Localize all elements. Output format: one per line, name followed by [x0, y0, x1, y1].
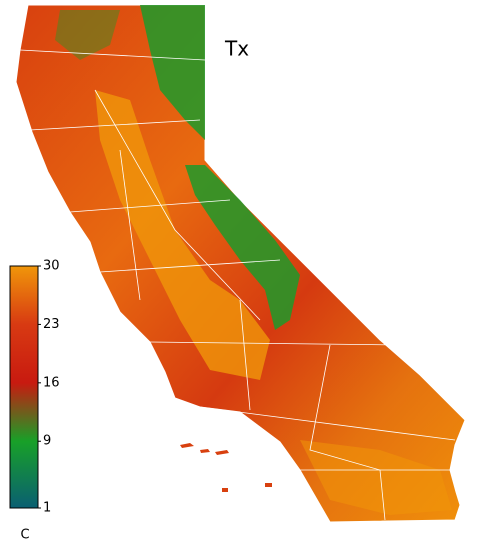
county-line — [149, 341, 401, 346]
county-line — [99, 259, 281, 273]
colorbar-tick-label: 1 — [43, 501, 51, 516]
state-map — [15, 4, 466, 523]
mountains-klamath — [55, 10, 120, 60]
colorbar-tick-label: 9 — [43, 434, 51, 449]
desert — [300, 440, 452, 515]
county-line — [69, 199, 231, 213]
county-line — [19, 49, 206, 61]
mountains-north — [140, 5, 205, 140]
county-line — [239, 299, 251, 411]
county-line — [94, 89, 261, 321]
county-line — [199, 406, 456, 441]
colorbar-tick-label: 23 — [43, 317, 60, 332]
mountains-sierra — [185, 165, 300, 330]
county-line — [119, 149, 141, 301]
valley — [95, 90, 270, 380]
map-title: Tx — [224, 37, 249, 61]
state-shape — [15, 4, 466, 523]
county-lines — [19, 49, 456, 521]
colorbar-unit: C — [20, 528, 29, 543]
colorbar-tick-label: 16 — [43, 375, 60, 390]
county-line — [309, 344, 386, 521]
colorbar: 30 23 16 9 1 — [9, 259, 60, 516]
channel-islands — [180, 443, 272, 492]
colorbar-tick-label: 30 — [43, 259, 60, 274]
colorbar-scale — [9, 265, 39, 509]
